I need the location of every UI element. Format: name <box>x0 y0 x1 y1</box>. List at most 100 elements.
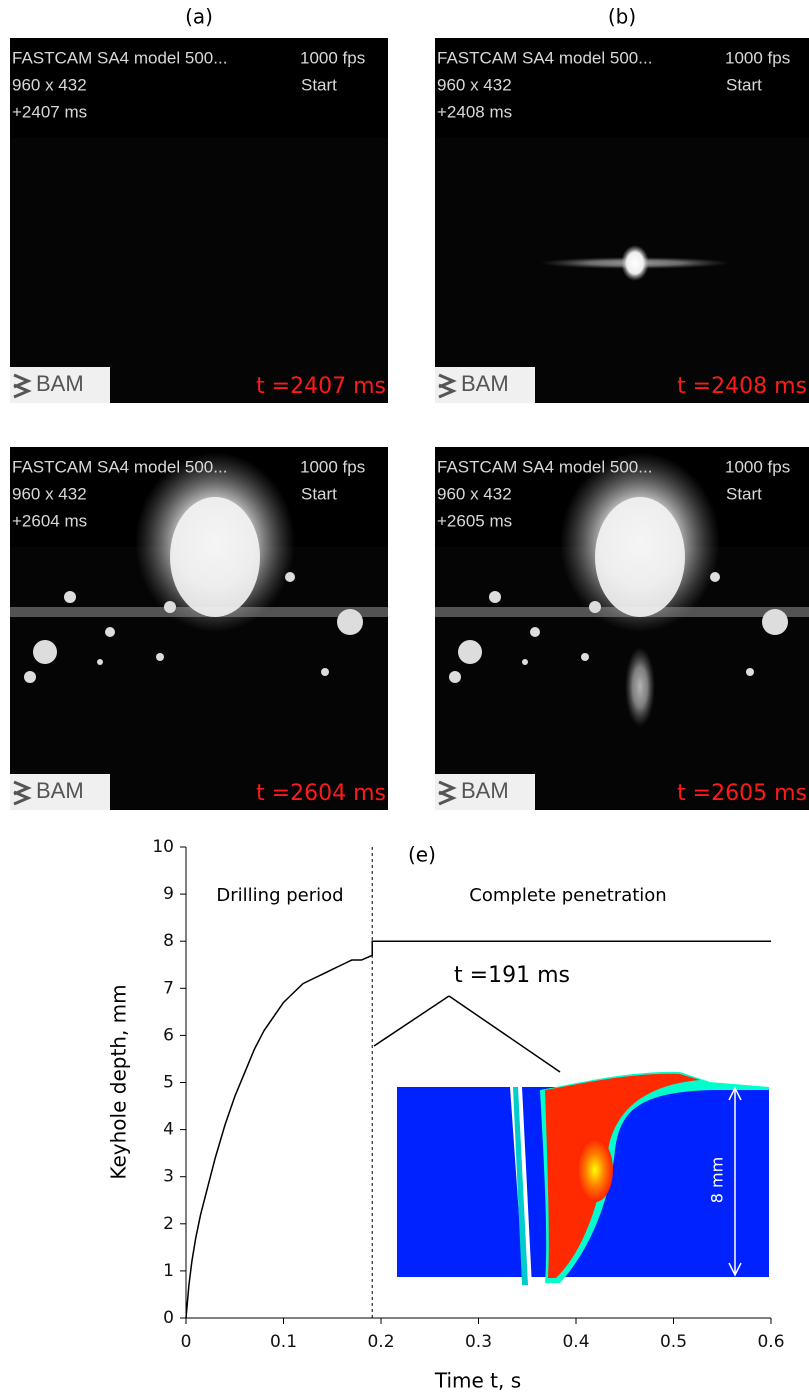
root-spatter <box>625 647 655 727</box>
x-tick-label: 0.2 <box>367 1332 394 1352</box>
spatter <box>156 653 164 661</box>
inset-simulation <box>397 1071 769 1287</box>
frame-time: t =2407 ms <box>256 374 386 399</box>
region-label: Complete penetration <box>469 885 666 906</box>
inset-label: t =191 ms <box>454 963 570 988</box>
x-tick-label: 0.4 <box>562 1332 589 1352</box>
resolution: 960 x 432 <box>12 484 87 503</box>
y-tick-label: 0 <box>163 1308 174 1328</box>
resolution: 960 x 432 <box>437 484 512 503</box>
time-offset: +2604 ms <box>12 511 87 530</box>
frame-header <box>10 38 388 138</box>
y-tick-label: 2 <box>163 1214 174 1234</box>
panel-label: (b) <box>608 5 636 29</box>
panel-label: (a) <box>185 5 213 29</box>
spatter <box>489 591 501 603</box>
x-tick-label: 0.6 <box>757 1332 784 1352</box>
spatter <box>337 609 363 635</box>
spatter <box>33 640 57 664</box>
time-offset: +2605 ms <box>437 511 512 530</box>
resolution: 960 x 432 <box>437 75 512 94</box>
x-tick-label: 0.5 <box>660 1332 687 1352</box>
time-offset: +2408 ms <box>437 102 512 121</box>
logo-box <box>435 367 535 403</box>
frame-rate: 1000 fps <box>725 457 790 476</box>
camera-model: FASTCAM SA4 model 500... <box>12 457 227 476</box>
frame-time: t =2604 ms <box>256 781 386 806</box>
camera-frame: FASTCAM SA4 model 500... 1000 fps 960 x 43… <box>435 447 809 810</box>
frame-header <box>435 38 809 138</box>
plume-core <box>170 497 260 617</box>
camera-model: FASTCAM SA4 model 500... <box>437 457 652 476</box>
dimension-label: 8 mm <box>708 1157 727 1203</box>
spatter <box>285 572 295 582</box>
camera-model: FASTCAM SA4 model 500... <box>437 48 652 67</box>
y-tick-label: 8 <box>163 931 174 951</box>
logo: BAM <box>461 371 509 396</box>
time-offset: +2407 ms <box>12 102 87 121</box>
spatter <box>762 609 788 635</box>
spatter <box>97 659 103 665</box>
plume-core <box>595 497 685 617</box>
y-tick-label: 9 <box>163 884 174 904</box>
chart: (e) Drilling period Complete penetration… <box>107 837 785 1393</box>
spatter <box>105 627 115 637</box>
y-tick-label: 6 <box>163 1025 174 1045</box>
spatter <box>530 627 540 637</box>
trigger-mode: Start <box>301 75 337 94</box>
logo-box <box>435 774 535 810</box>
frame-time: t =2408 ms <box>677 374 807 399</box>
trigger-mode: Start <box>726 484 762 503</box>
spatter <box>458 640 482 664</box>
y-tick-label: 4 <box>163 1120 174 1140</box>
camera-frames: (a) FASTCAM SA4 model 500... 1000 fps 960 x… <box>10 5 809 810</box>
frame-rate: 1000 fps <box>300 457 365 476</box>
trigger-mode: Start <box>301 484 337 503</box>
logo-mark <box>13 780 32 806</box>
spatter <box>321 668 329 676</box>
plasma-spot <box>621 245 649 281</box>
panel-label: (e) <box>408 843 436 867</box>
x-tick-label: 0.1 <box>270 1332 297 1352</box>
x-tick-label: 0.3 <box>465 1332 492 1352</box>
logo-mark <box>438 373 457 399</box>
camera-model: FASTCAM SA4 model 500... <box>12 48 227 67</box>
frame-rate: 1000 fps <box>725 48 790 67</box>
spatter <box>589 601 601 613</box>
y-tick-label: 10 <box>152 837 174 857</box>
y-tick-label: 5 <box>163 1073 174 1093</box>
logo: BAM <box>36 371 84 396</box>
spatter <box>64 591 76 603</box>
spatter <box>164 601 176 613</box>
camera-frame: (a) FASTCAM SA4 model 500... 1000 fps 960 x… <box>10 5 388 403</box>
x-tick-label: 0 <box>181 1332 192 1352</box>
callout-line <box>448 995 561 1073</box>
y-tick-label: 7 <box>163 978 174 998</box>
camera-frame: FASTCAM SA4 model 500... 1000 fps 960 x 43… <box>10 447 388 810</box>
logo-mark <box>13 373 32 399</box>
spatter <box>710 572 720 582</box>
spatter <box>746 668 754 676</box>
resolution: 960 x 432 <box>12 75 87 94</box>
trigger-mode: Start <box>726 75 762 94</box>
logo: BAM <box>461 778 509 803</box>
callout-line <box>373 995 450 1047</box>
y-tick-label: 3 <box>163 1167 174 1187</box>
spatter <box>522 659 528 665</box>
spatter <box>449 671 461 683</box>
logo-mark <box>438 780 457 806</box>
spatter <box>581 653 589 661</box>
frame-rate: 1000 fps <box>300 48 365 67</box>
logo-box <box>10 774 110 810</box>
region-label: Drilling period <box>216 885 343 906</box>
x-axis-label: Time t, s <box>434 1369 521 1393</box>
spatter <box>24 671 36 683</box>
y-axis-label: Keyhole depth, mm <box>107 984 131 1179</box>
logo-box <box>10 367 110 403</box>
depth-curve <box>185 940 771 1319</box>
logo: BAM <box>36 778 84 803</box>
camera-frame: (b) FASTCAM SA4 model 500... 1000 fps 960 x… <box>435 5 809 403</box>
frame-time: t =2605 ms <box>677 781 807 806</box>
y-tick-label: 1 <box>163 1261 174 1281</box>
